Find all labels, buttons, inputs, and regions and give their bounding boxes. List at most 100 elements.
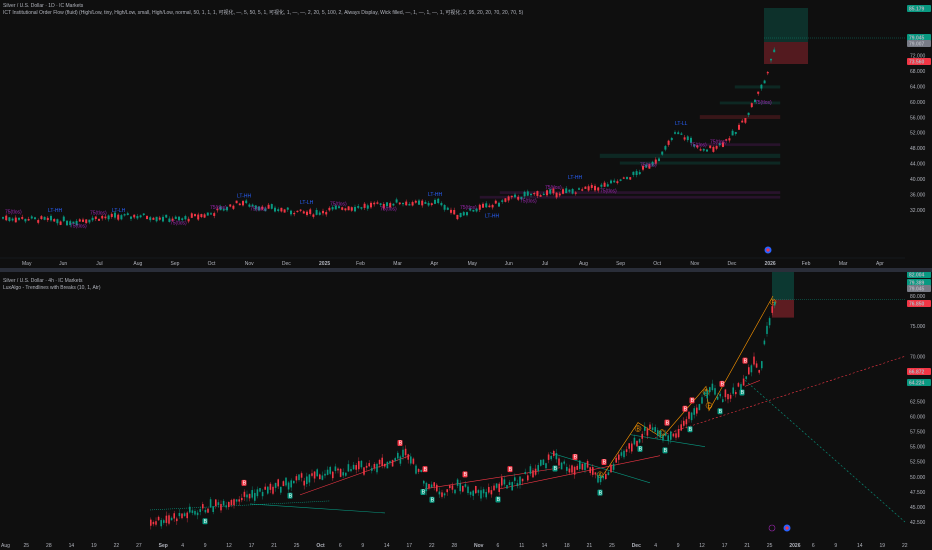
daily-chart-canvas[interactable]: 84.00076.00072.00068.00064.00060.00056.0… bbox=[0, 0, 932, 268]
daily-structure-label: LT-LL bbox=[675, 121, 688, 127]
daily-time-label: Nov bbox=[690, 261, 699, 267]
4h-candle-body bbox=[230, 500, 233, 506]
4h-chart-pane[interactable]: 80.00075.00070.00067.50062.50060.00057.5… bbox=[0, 272, 932, 550]
daily-candle-body bbox=[85, 219, 88, 223]
4h-time-label: 9 bbox=[361, 543, 364, 549]
4h-candle-body bbox=[514, 477, 516, 481]
4h-candle-body bbox=[633, 437, 636, 445]
daily-candle-body bbox=[302, 211, 305, 214]
daily-candle-body bbox=[629, 177, 632, 180]
daily-time-label: Jul bbox=[96, 261, 102, 267]
4h-time-label: 17 bbox=[406, 543, 412, 549]
daily-candle-body bbox=[242, 201, 244, 206]
4h-trendline bbox=[249, 503, 386, 514]
daily-candle-body bbox=[408, 203, 411, 206]
daily-chart-legend: Silver / U.S. Dollar · 1D · IC Markets I… bbox=[3, 3, 523, 17]
daily-candle-body bbox=[334, 205, 337, 210]
4h-candle-body bbox=[352, 464, 355, 470]
4h-candle-body bbox=[768, 318, 771, 326]
4h-candle-body bbox=[477, 490, 480, 493]
4h-break-tag bbox=[462, 471, 468, 478]
daily-candle-body bbox=[206, 212, 209, 216]
daily-candle-body bbox=[731, 130, 734, 136]
4h-candle-body bbox=[602, 475, 604, 479]
4h-wave-label: E bbox=[708, 403, 712, 409]
daily-indicator-title[interactable]: ICT Institutional Order Flow (fluid) (Hi… bbox=[3, 10, 524, 16]
4h-break-tag bbox=[597, 489, 603, 496]
4h-candle-body bbox=[667, 435, 669, 441]
4h-candle-body bbox=[308, 474, 311, 483]
daily-small-tag: 75(tlos) bbox=[545, 185, 562, 191]
daily-small-tag: 75(tlos) bbox=[460, 205, 477, 211]
4h-candle-body bbox=[311, 473, 313, 476]
4h-candle-body bbox=[456, 479, 459, 486]
4h-break-tag bbox=[717, 408, 723, 415]
daily-candle-body bbox=[722, 142, 724, 147]
4h-candle-body bbox=[376, 463, 378, 473]
4h-candle-body bbox=[521, 478, 524, 482]
daily-time-label: Sep bbox=[616, 261, 625, 267]
4h-candle-body bbox=[251, 490, 253, 498]
4h-candle-body bbox=[740, 384, 742, 391]
4h-trendline bbox=[654, 355, 906, 438]
4h-candle-body bbox=[724, 389, 727, 398]
4h-candle-body bbox=[584, 462, 586, 471]
4h-time-label: 17 bbox=[249, 543, 255, 549]
4h-candle-body bbox=[516, 483, 519, 487]
daily-candle-body bbox=[395, 199, 398, 203]
daily-time-label: Feb bbox=[356, 261, 365, 267]
pane-divider[interactable] bbox=[0, 268, 932, 272]
4h-candle-body bbox=[459, 483, 461, 492]
daily-candle-body bbox=[600, 184, 603, 187]
4h-indicator-title[interactable]: LuxAlgo - Trendlines with Breaks (10, 1,… bbox=[3, 285, 101, 291]
daily-chart-pane[interactable]: 84.00076.00072.00068.00064.00060.00056.0… bbox=[0, 0, 932, 268]
4h-time-label: 22 bbox=[114, 543, 120, 549]
4h-candle-body bbox=[597, 475, 599, 483]
daily-candle-body bbox=[126, 213, 129, 216]
daily-order-block-zone bbox=[479, 195, 781, 199]
4h-chart-canvas[interactable]: 80.00075.00070.00067.50062.50060.00057.5… bbox=[0, 272, 932, 550]
daily-candle-body bbox=[21, 217, 24, 219]
daily-candle-body bbox=[414, 200, 417, 203]
4h-break-tag bbox=[420, 489, 426, 496]
4h-candle-body bbox=[212, 506, 214, 512]
4h-break-tag bbox=[202, 518, 208, 525]
daily-candle-body bbox=[504, 198, 507, 202]
4h-break-tag-text: B bbox=[664, 448, 668, 454]
4h-candle-body bbox=[558, 458, 560, 466]
daily-price-tick: 32.000 bbox=[910, 208, 926, 214]
daily-candle-body bbox=[232, 205, 235, 209]
4h-candle-body bbox=[654, 427, 656, 432]
daily-candle-body bbox=[405, 201, 408, 206]
daily-candle-body bbox=[622, 177, 625, 179]
daily-candle-body bbox=[155, 216, 158, 222]
4h-time-label: 21 bbox=[744, 543, 750, 549]
4h-price-badge bbox=[907, 279, 931, 286]
4h-break-tag bbox=[687, 426, 693, 433]
4h-candle-body bbox=[607, 472, 610, 475]
4h-candle-body bbox=[698, 404, 701, 411]
daily-small-tag: 75(tlos) bbox=[600, 189, 617, 195]
daily-candle-body bbox=[235, 200, 238, 204]
4h-candle-body bbox=[451, 485, 454, 490]
4h-wave-marker bbox=[769, 298, 777, 306]
daily-candle-body bbox=[181, 218, 184, 220]
daily-candle-body bbox=[581, 189, 584, 191]
daily-candle-body bbox=[658, 158, 660, 162]
daily-candle-body bbox=[34, 217, 36, 220]
daily-candle-body bbox=[440, 202, 443, 206]
4h-candle-body bbox=[420, 469, 422, 472]
4h-time-label: 14 bbox=[69, 543, 75, 549]
daily-candle-body bbox=[379, 203, 382, 205]
daily-chart-title[interactable]: Silver / U.S. Dollar · 1D · IC Markets bbox=[3, 3, 84, 9]
4h-candle-body bbox=[326, 469, 329, 475]
4h-event-flag-icon-dot bbox=[785, 526, 789, 530]
daily-candle-body bbox=[757, 91, 760, 94]
4h-chart-title[interactable]: Silver / U.S. Dollar · 4h · IC Markets bbox=[3, 278, 83, 284]
daily-small-tag: 75(tlos) bbox=[5, 209, 22, 215]
daily-candle-body bbox=[168, 218, 171, 222]
4h-candle-body bbox=[272, 486, 274, 494]
daily-price-badge-text: 85.179 bbox=[909, 7, 925, 13]
4h-time-label: 28 bbox=[452, 543, 458, 549]
daily-candle-body bbox=[571, 189, 574, 194]
